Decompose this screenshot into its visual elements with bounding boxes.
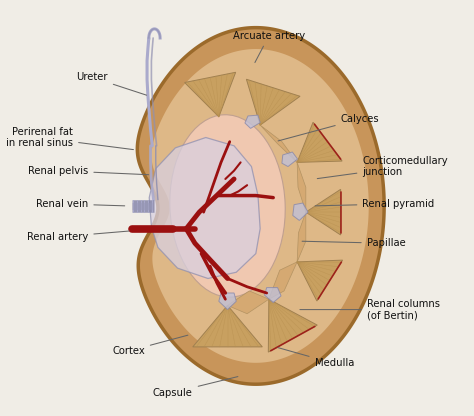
Ellipse shape [170, 115, 285, 297]
Polygon shape [306, 189, 341, 235]
Text: Calyces: Calyces [278, 114, 379, 141]
Text: Renal pyramid: Renal pyramid [315, 199, 435, 209]
Polygon shape [264, 287, 281, 302]
Polygon shape [297, 122, 342, 162]
Text: Renal columns
(of Bertin): Renal columns (of Bertin) [300, 299, 440, 320]
Text: Renal vein: Renal vein [36, 199, 125, 209]
Polygon shape [269, 262, 297, 299]
Polygon shape [245, 115, 260, 129]
Polygon shape [293, 203, 308, 220]
Text: Capsule: Capsule [153, 376, 238, 398]
Polygon shape [268, 299, 317, 352]
Text: Ureter: Ureter [76, 72, 146, 95]
Polygon shape [193, 305, 262, 347]
Text: Renal artery: Renal artery [27, 231, 129, 242]
Polygon shape [149, 138, 260, 278]
Text: Medulla: Medulla [278, 348, 354, 369]
Polygon shape [297, 162, 306, 212]
Polygon shape [282, 152, 298, 166]
Text: Perirenal fat
in renal sinus: Perirenal fat in renal sinus [6, 127, 133, 150]
Polygon shape [152, 49, 369, 363]
Text: Renal pelvis: Renal pelvis [28, 166, 149, 176]
Polygon shape [184, 72, 236, 117]
Text: Cortex: Cortex [112, 335, 188, 356]
Polygon shape [246, 79, 300, 125]
Text: Papillae: Papillae [302, 238, 405, 248]
Text: Corticomedullary
junction: Corticomedullary junction [317, 156, 448, 178]
Polygon shape [297, 260, 343, 301]
Polygon shape [219, 293, 236, 310]
Text: Arcuate artery: Arcuate artery [233, 31, 305, 62]
Polygon shape [228, 291, 269, 314]
Polygon shape [137, 27, 384, 384]
Polygon shape [260, 125, 297, 162]
Polygon shape [297, 212, 306, 262]
